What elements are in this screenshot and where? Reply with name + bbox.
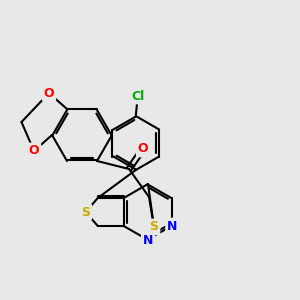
Text: N: N: [167, 220, 177, 232]
Text: N: N: [143, 233, 153, 247]
Text: O: O: [138, 142, 148, 155]
Text: O: O: [29, 145, 39, 158]
Text: O: O: [44, 86, 54, 100]
Text: S: S: [81, 206, 90, 218]
Text: Cl: Cl: [131, 89, 144, 103]
Text: S: S: [149, 220, 158, 233]
